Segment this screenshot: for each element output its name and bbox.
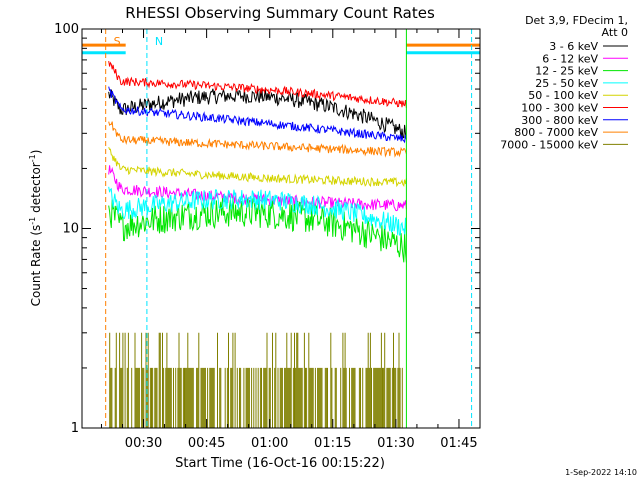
x-axis-label: Start Time (16-Oct-16 00:15:22)	[175, 456, 385, 471]
legend-entry-label: 12 - 25 keV	[535, 65, 598, 78]
legend-entry-label: 300 - 800 keV	[521, 114, 598, 127]
x-tick-label: 01:00	[251, 436, 288, 451]
series-line	[108, 147, 407, 188]
x-tick-label: 01:30	[377, 436, 414, 451]
series-line	[108, 121, 407, 158]
legend-header: Det 3,9, FDecim 1,	[525, 14, 628, 27]
series-5	[108, 61, 407, 108]
series-4	[108, 147, 407, 188]
x-tick-label: 01:15	[314, 436, 351, 451]
legend-entry-label: 6 - 12 keV	[542, 52, 598, 65]
y-axis-label-end: )	[29, 150, 43, 155]
legend-header: Att 0	[602, 26, 628, 39]
series-3	[108, 186, 407, 236]
series-line	[108, 61, 407, 108]
y-axis-label-sup2: -1	[28, 154, 37, 162]
legend-entry-label: 7000 - 15000 keV	[500, 138, 598, 151]
legend-entry-label: 100 - 300 keV	[521, 102, 598, 115]
y-axis-label-main: Count Rate (s	[29, 225, 43, 307]
x-tick-label: 00:45	[188, 436, 225, 451]
series-6	[108, 86, 407, 144]
y-tick-label: 10	[62, 222, 79, 237]
y-tick-label: 1	[71, 421, 79, 436]
series-8	[109, 332, 403, 428]
series-7	[108, 121, 407, 158]
x-tick-label: 00:30	[125, 436, 162, 451]
plot-series-group	[108, 61, 407, 428]
legend-entry-label: 3 - 6 keV	[549, 40, 598, 53]
series-line	[109, 332, 403, 428]
series-line	[108, 86, 407, 144]
axes-group: 1 10 100 00:30 00:45 01:00 01:15 01:30 01:45	[54, 22, 481, 451]
y-tick-label: 100	[54, 22, 79, 37]
series-line	[108, 197, 407, 263]
legend-entry-label: 25 - 50 keV	[535, 77, 598, 90]
series-2	[108, 197, 407, 263]
footer-date: 1-Sep-2022 14:10	[565, 468, 637, 477]
flag-label: S	[114, 35, 121, 48]
flag-label: N	[155, 35, 163, 48]
legend-entry-label: 800 - 7000 keV	[514, 126, 598, 139]
legend-entry-label: 50 - 100 keV	[528, 89, 598, 102]
y-axis-label-mid: detector	[29, 162, 43, 217]
chart-title: RHESSI Observing Summary Count Rates	[125, 4, 435, 22]
series-line	[108, 186, 407, 236]
y-axis-label: Count Rate (s-1 detector-1)	[28, 150, 43, 307]
x-tick-label: 01:45	[440, 436, 477, 451]
y-axis-label-sup: -1	[28, 217, 37, 225]
